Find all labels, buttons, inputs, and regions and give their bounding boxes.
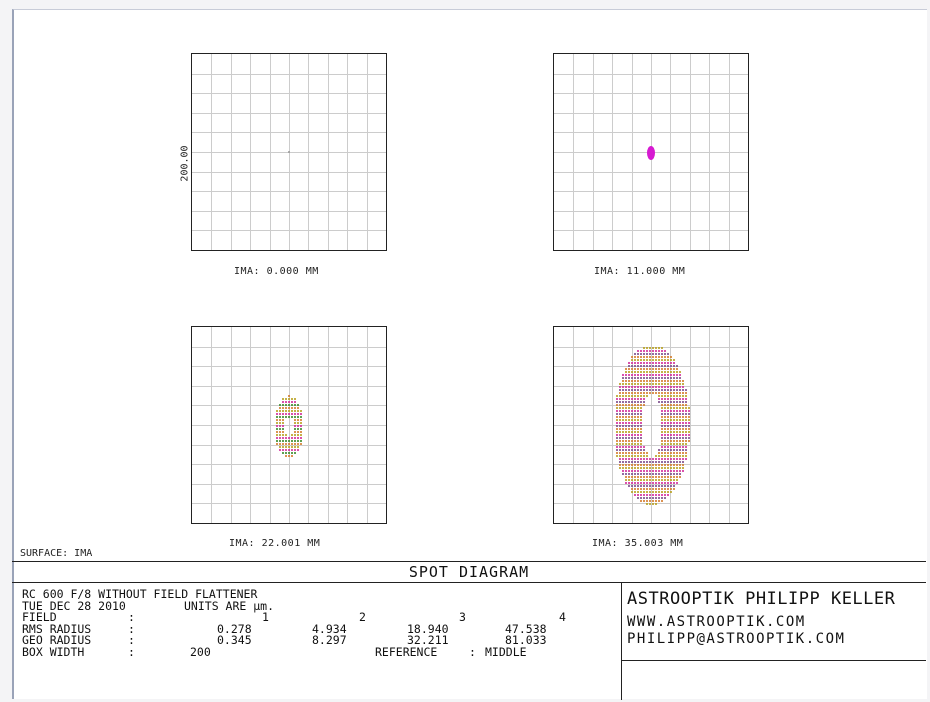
spot-plot-field-3 bbox=[191, 326, 387, 524]
field-value: 3 bbox=[459, 610, 466, 624]
plot-caption: IMA: 22.001 MM bbox=[229, 538, 321, 549]
spot-pattern bbox=[647, 146, 655, 160]
reference-label: REFERENCE bbox=[375, 644, 438, 659]
spot-plot-svg bbox=[192, 327, 386, 523]
date-text: TUE DEC 28 2010 bbox=[22, 598, 126, 613]
rms-label: RMS RADIUS bbox=[22, 621, 92, 636]
info-block: RC 600 F/8 WITHOUT FIELD FLATTENER TUE D… bbox=[22, 587, 612, 659]
colon: : bbox=[128, 610, 135, 624]
colon: : bbox=[128, 633, 135, 647]
colon: : bbox=[128, 621, 135, 636]
grid-lines bbox=[192, 54, 386, 250]
colon: : bbox=[469, 644, 476, 659]
geo-value: 8.297 bbox=[312, 633, 347, 647]
field-label: FIELD bbox=[22, 610, 57, 624]
company-name: ASTROOPTIK PHILIPP KELLER bbox=[627, 589, 896, 609]
rms-value: 4.934 bbox=[312, 621, 347, 636]
company-email: PHILIPP@ASTROOPTIK.COM bbox=[627, 631, 846, 647]
reference-value: MIDDLE bbox=[485, 644, 527, 659]
field-value: 1 bbox=[262, 610, 269, 624]
info-panel: SPOT DIAGRAM RC 600 F/8 WITHOUT FIELD FL… bbox=[12, 561, 926, 700]
box-width-label: BOX WIDTH bbox=[22, 644, 85, 659]
plot-caption: IMA: 11.000 MM bbox=[594, 266, 686, 277]
spot-plot-field-2 bbox=[553, 53, 749, 251]
plot-caption: IMA: 35.003 MM bbox=[592, 538, 684, 549]
spot-plot-svg bbox=[554, 54, 748, 250]
scale-label: 200.00 bbox=[179, 145, 191, 182]
lens-description: RC 600 F/8 WITHOUT FIELD FLATTENER bbox=[22, 587, 258, 601]
panel-divider bbox=[621, 660, 926, 661]
company-website: WWW.ASTROOPTIK.COM bbox=[627, 614, 806, 630]
geo-label: GEO RADIUS bbox=[22, 633, 92, 647]
geo-value: 32.211 bbox=[407, 633, 449, 647]
geo-value: 0.345 bbox=[217, 633, 252, 647]
surface-label: SURFACE: IMA bbox=[20, 548, 93, 559]
spot-pattern bbox=[616, 347, 690, 505]
geo-value: 81.033 bbox=[505, 633, 547, 647]
rms-value: 47.538 bbox=[505, 621, 547, 636]
spot-plot-svg bbox=[192, 54, 386, 250]
spot-plot-svg bbox=[554, 327, 748, 523]
panel-divider bbox=[621, 582, 622, 700]
plot-caption: IMA: 0.000 MM bbox=[234, 266, 319, 277]
spot-plot-field-4 bbox=[553, 326, 749, 524]
grid-lines bbox=[554, 327, 748, 523]
spot-plot-field-1 bbox=[191, 53, 387, 251]
spot-pattern bbox=[288, 151, 290, 153]
spot-diagram-window bbox=[12, 9, 927, 699]
spot-pattern bbox=[276, 395, 302, 457]
colon: : bbox=[128, 644, 135, 659]
field-value: 4 bbox=[559, 610, 566, 624]
rms-value: 18.940 bbox=[407, 621, 449, 636]
units-text: UNITS ARE µm. bbox=[184, 598, 275, 613]
rms-value: 0.278 bbox=[217, 621, 252, 636]
box-width-value: 200 bbox=[190, 644, 211, 659]
diagram-title: SPOT DIAGRAM bbox=[12, 562, 926, 583]
grid-lines bbox=[192, 327, 386, 523]
field-value: 2 bbox=[359, 610, 366, 624]
